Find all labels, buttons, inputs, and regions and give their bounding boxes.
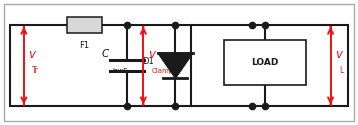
Text: v: v (148, 48, 155, 61)
Text: v: v (29, 48, 35, 61)
Text: Tr: Tr (33, 66, 39, 75)
Bar (224, 40, 306, 85)
Text: F1: F1 (79, 41, 90, 50)
Text: L: L (339, 66, 343, 75)
Text: LOAD: LOAD (251, 58, 278, 67)
Text: Clamp: Clamp (152, 68, 174, 73)
Polygon shape (158, 53, 193, 78)
Bar (67, 17, 102, 34)
Text: C: C (101, 49, 108, 59)
Text: v: v (335, 48, 342, 61)
Text: D1: D1 (142, 57, 154, 66)
Text: lowE: lowE (112, 68, 127, 74)
